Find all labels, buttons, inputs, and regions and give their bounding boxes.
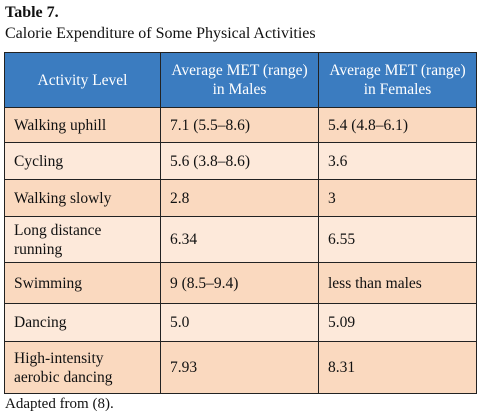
column-header: Average MET (range) in Females [318, 52, 477, 108]
table-row: Swimming 9 (8.5–9.4) less than males [4, 262, 477, 304]
met-cell: 9 (8.5–9.4) [160, 262, 319, 304]
table-row: High-intensity aerobic dancing 7.93 8.31 [4, 341, 477, 394]
activity-cell: Cycling [4, 142, 161, 180]
met-cell: 5.09 [318, 303, 477, 342]
met-cell: less than males [318, 262, 477, 304]
met-cell: 7.1 (5.5–8.6) [160, 107, 319, 143]
met-cell: 6.34 [160, 216, 319, 263]
table-row: Dancing 5.0 5.09 [4, 303, 477, 342]
data-table: Activity Level Average MET (range) in Mal… [4, 52, 477, 394]
activity-cell: Walking slowly [4, 179, 161, 217]
column-header: Average MET (range) in Males [160, 52, 319, 108]
met-cell: 8.31 [318, 341, 477, 394]
column-header: Activity Level [4, 52, 161, 108]
met-cell: 6.55 [318, 216, 477, 263]
table-body: Walking uphill 7.1 (5.5–8.6) 5.4 (4.8–6.1)… [4, 107, 477, 394]
activity-cell: Dancing [4, 303, 161, 342]
table-row: Walking slowly 2.8 3 [4, 179, 477, 217]
met-cell: 5.0 [160, 303, 319, 342]
table-row: Walking uphill 7.1 (5.5–8.6) 5.4 (4.8–6.1) [4, 107, 477, 143]
activity-cell: Long distance running [4, 216, 161, 263]
met-cell: 3 [318, 179, 477, 217]
met-cell: 3.6 [318, 142, 477, 180]
source-note: Adapted from (8). [5, 396, 114, 412]
table-row: Cycling 5.6 (3.8–8.6) 3.6 [4, 142, 477, 180]
activity-cell: Swimming [4, 262, 161, 304]
met-cell: 2.8 [160, 179, 319, 217]
table-caption: Calorie Expenditure of Some Physical Act… [5, 25, 316, 42]
header-row: Activity Level Average MET (range) in Mal… [4, 52, 477, 108]
met-cell: 5.4 (4.8–6.1) [318, 107, 477, 143]
activity-cell: High-intensity aerobic dancing [4, 341, 161, 394]
met-cell: 7.93 [160, 341, 319, 394]
met-cell: 5.6 (3.8–8.6) [160, 142, 319, 180]
table-title: Table 7. [5, 4, 59, 21]
table-row: Long distance running 6.34 6.55 [4, 216, 477, 263]
activity-cell: Walking uphill [4, 107, 161, 143]
